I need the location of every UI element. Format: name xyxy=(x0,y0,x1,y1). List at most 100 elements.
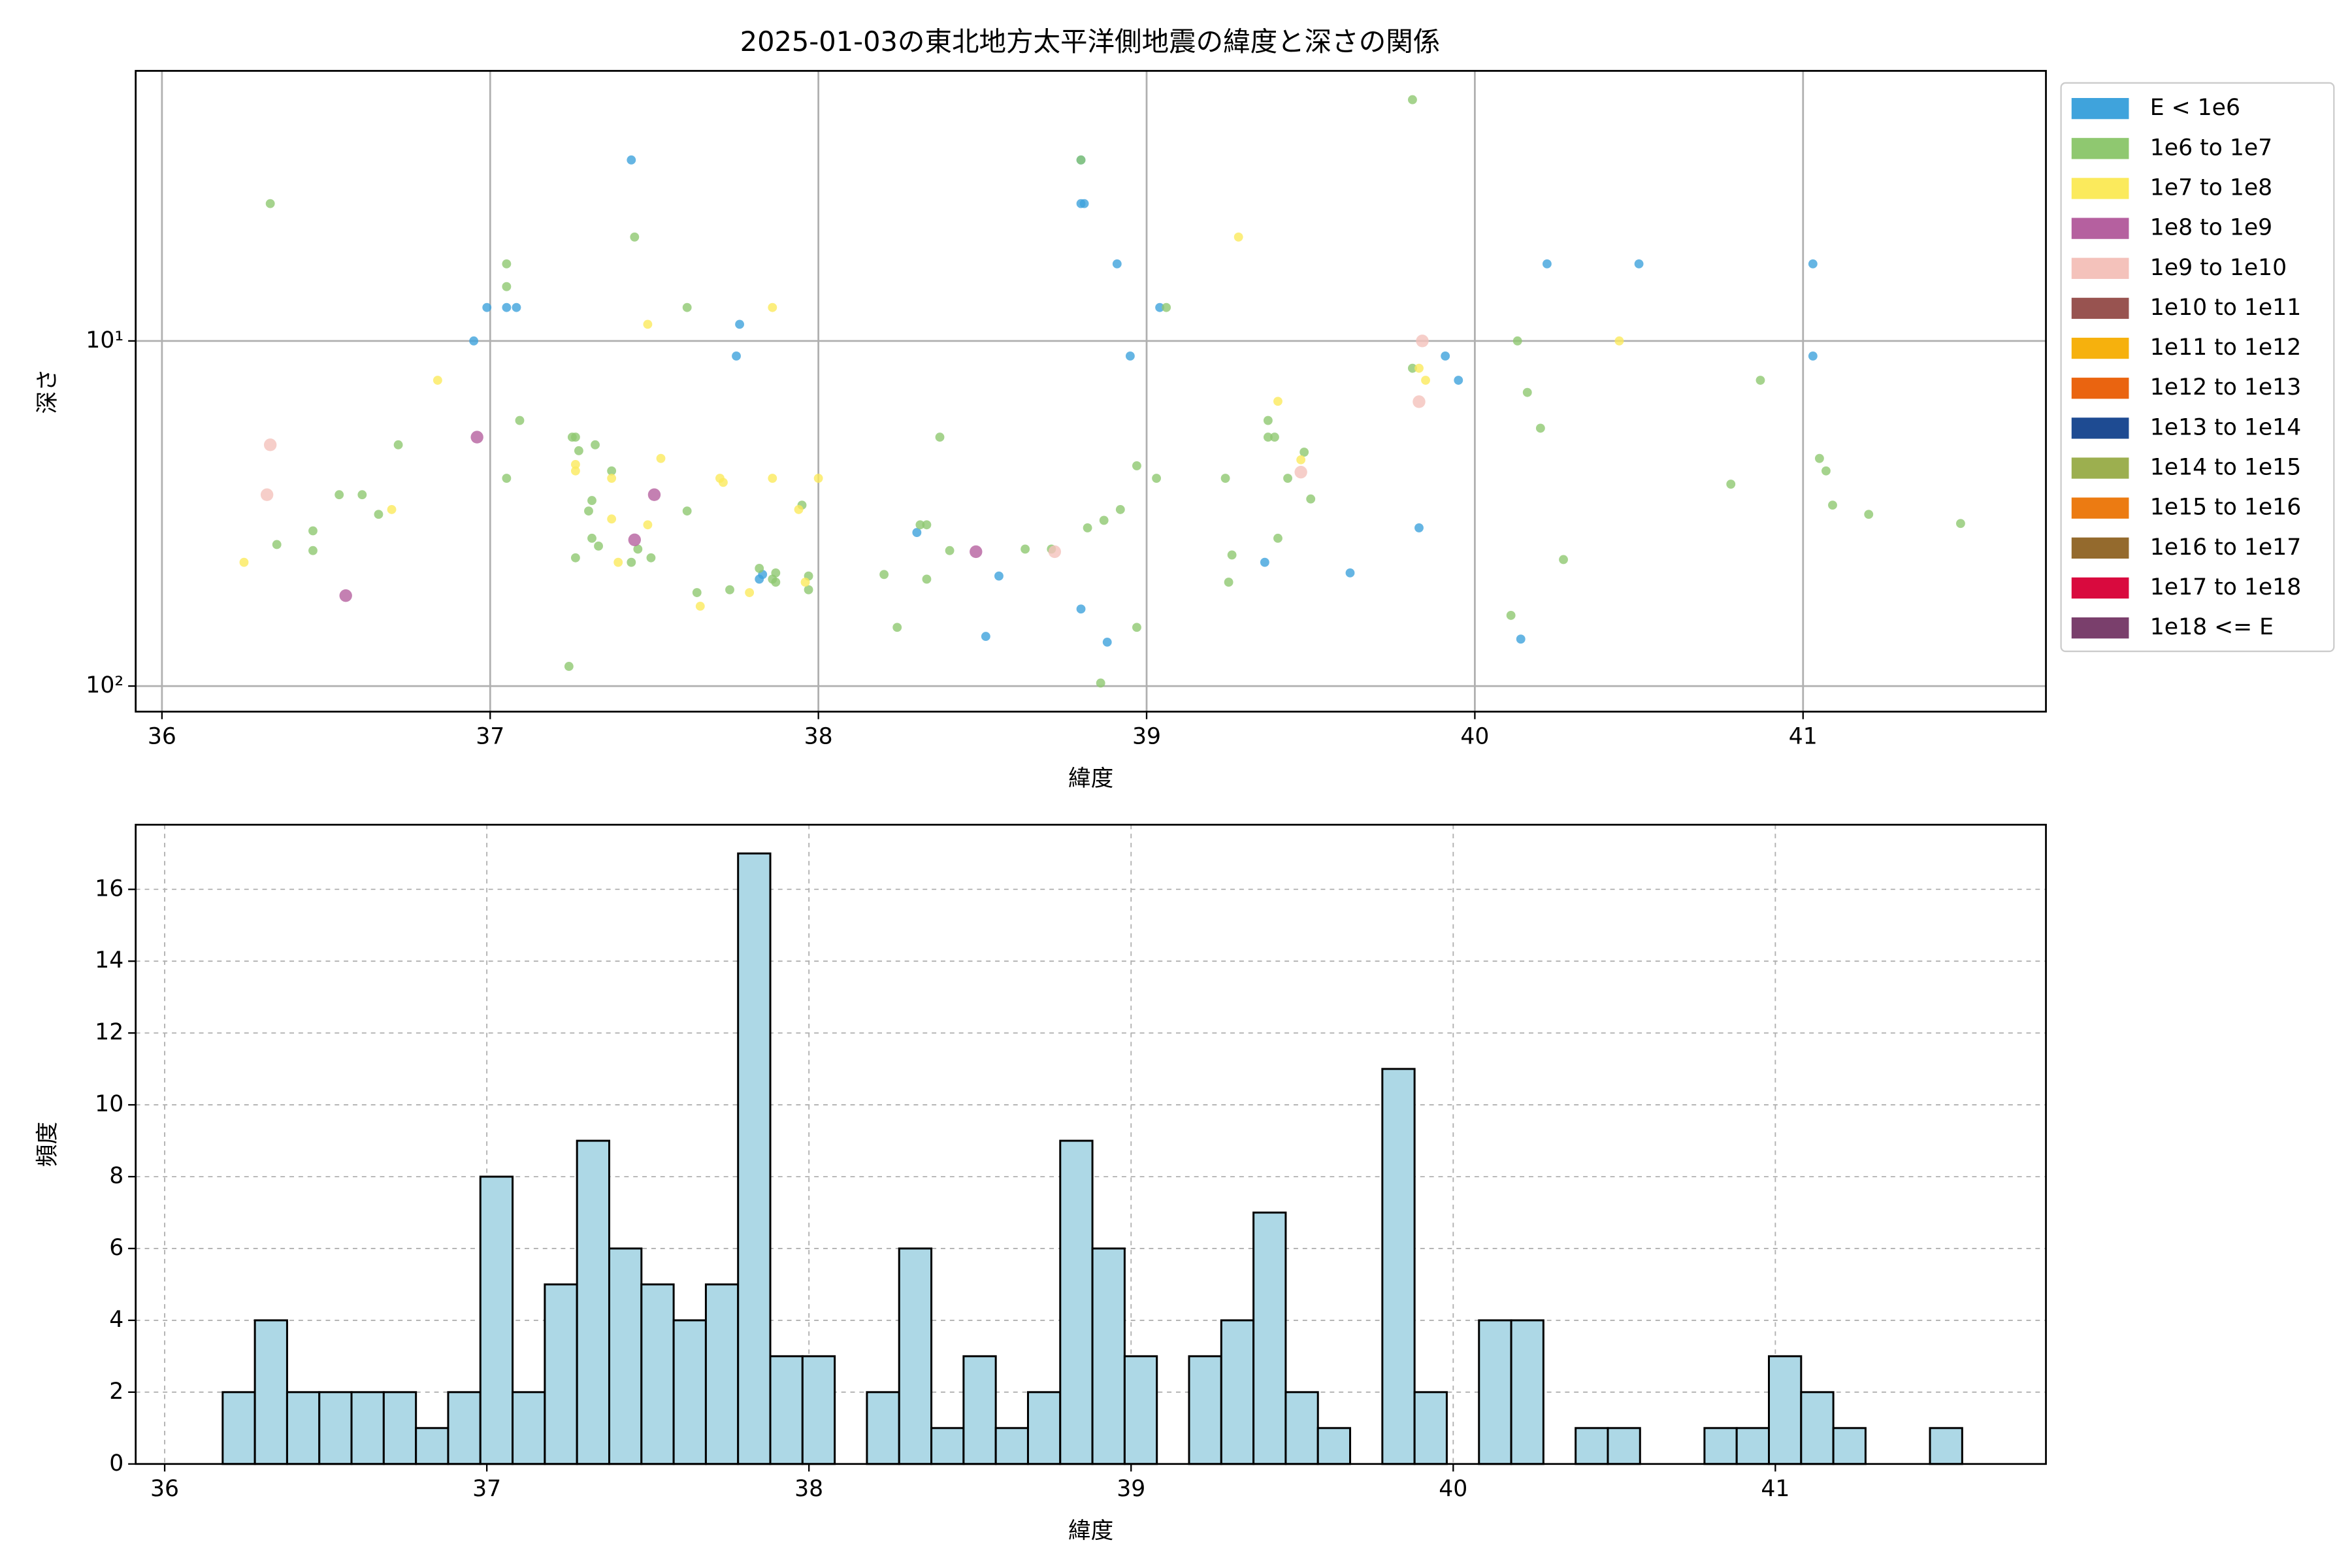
histogram-bar xyxy=(640,1283,675,1465)
scatter-point xyxy=(981,632,990,642)
scatter-point xyxy=(1413,395,1426,408)
histogram-bar xyxy=(447,1391,482,1465)
y-tick-label: 8 xyxy=(109,1163,123,1189)
scatter-point xyxy=(1506,610,1516,620)
scatter-point xyxy=(804,585,813,595)
legend-label: 1e9 to 1e10 xyxy=(2150,255,2287,281)
legend-swatch xyxy=(2071,537,2129,559)
scatter-point xyxy=(745,588,755,597)
histogram-bar xyxy=(1800,1391,1835,1465)
histogram-bar xyxy=(1703,1427,1738,1465)
scatter-point xyxy=(502,282,512,291)
scatter-point xyxy=(469,336,479,346)
legend-swatch xyxy=(2071,497,2129,519)
scatter-point xyxy=(591,440,600,449)
histogram-bar xyxy=(415,1427,449,1465)
scatter-point xyxy=(892,623,902,632)
scatter-point xyxy=(308,526,318,536)
scatter-point xyxy=(682,506,692,516)
scatter-point xyxy=(1263,416,1273,425)
scatter-point xyxy=(935,433,945,442)
scatter-point xyxy=(607,514,617,524)
chart-title: 2025-01-03の東北地方太平洋側地震の緯度と深さの関係 xyxy=(740,25,1441,57)
legend-swatch xyxy=(2071,297,2129,319)
scatter-point xyxy=(1516,634,1526,644)
scatter-point xyxy=(502,259,512,269)
histogram-bar xyxy=(898,1247,933,1465)
x-axis-label: 緯度 xyxy=(1068,766,1113,792)
legend-label: 1e13 to 1e14 xyxy=(2150,414,2301,440)
scatter-point xyxy=(482,302,492,312)
scatter-point xyxy=(912,528,922,537)
histogram-bar xyxy=(221,1391,256,1465)
scatter-point xyxy=(656,453,666,463)
scatter-point xyxy=(646,553,656,563)
histogram-bar xyxy=(1735,1427,1771,1465)
scatter-point xyxy=(570,553,580,563)
y-tick-label: 16 xyxy=(95,875,123,902)
x-tick-label: 37 xyxy=(476,723,504,749)
scatter-point xyxy=(607,466,617,476)
scatter-point xyxy=(1283,474,1292,483)
scatter-point xyxy=(1083,523,1092,532)
scatter-point xyxy=(272,540,282,549)
legend-label: 1e10 to 1e11 xyxy=(2150,295,2301,321)
scatter-point xyxy=(1021,544,1030,554)
histogram-bar xyxy=(672,1319,707,1465)
scatter-point xyxy=(393,440,403,449)
scatter-point xyxy=(374,510,384,519)
scatter-point xyxy=(512,302,521,312)
scatter-point xyxy=(755,564,764,573)
y-tick-label: 10² xyxy=(86,672,123,698)
scatter-point xyxy=(1416,335,1429,348)
scatter-point xyxy=(1634,259,1644,269)
scatter-point xyxy=(470,431,483,444)
legend-swatch xyxy=(2071,138,2129,159)
scatter-point xyxy=(719,478,728,487)
histogram-bar xyxy=(1123,1355,1158,1465)
scatter-point xyxy=(1535,423,1545,433)
scatter-point xyxy=(633,544,643,554)
scatter-point xyxy=(627,155,636,165)
scatter-point xyxy=(587,533,596,543)
scatter-point xyxy=(768,474,777,483)
scatter-point xyxy=(643,319,653,329)
scatter-point xyxy=(1955,519,1965,529)
scatter-point xyxy=(1273,397,1282,406)
histogram-bar xyxy=(930,1427,965,1465)
scatter-point xyxy=(643,520,653,530)
scatter-point xyxy=(1224,578,1233,587)
legend-label: 1e16 to 1e17 xyxy=(2150,534,2301,561)
legend-swatch xyxy=(2071,577,2129,599)
legend-label: 1e8 to 1e9 xyxy=(2150,215,2272,241)
histogram-bar xyxy=(1929,1427,1963,1465)
histogram-bar xyxy=(1091,1247,1126,1465)
legend-label: 1e17 to 1e18 xyxy=(2150,574,2301,600)
y-tick-label: 4 xyxy=(109,1307,123,1333)
histogram-bar xyxy=(253,1319,288,1465)
scatter-point xyxy=(1132,623,1141,632)
scatter-point xyxy=(994,571,1004,581)
scatter-point xyxy=(1756,376,1765,385)
histogram-bar xyxy=(1478,1319,1512,1465)
histogram-bar xyxy=(1413,1391,1448,1465)
scatter-point xyxy=(922,574,932,584)
scatter-point xyxy=(735,319,744,329)
scatter-point xyxy=(1112,259,1122,269)
scatter-point xyxy=(607,474,617,483)
scatter-point xyxy=(1345,568,1355,578)
scatter-point xyxy=(387,504,397,514)
scatter-point xyxy=(1808,351,1818,361)
x-tick-label: 40 xyxy=(1439,1476,1467,1502)
scatter-point xyxy=(1162,302,1171,312)
histogram-bar xyxy=(1026,1391,1062,1465)
histogram-bar xyxy=(318,1391,353,1465)
scatter-point xyxy=(1441,351,1450,361)
scatter-point xyxy=(1408,363,1417,373)
legend-swatch xyxy=(2071,218,2129,239)
scatter-point xyxy=(627,557,636,567)
x-tick-label: 41 xyxy=(1761,1476,1789,1502)
histogram-bar xyxy=(1381,1068,1416,1465)
scatter-point xyxy=(1076,155,1086,165)
